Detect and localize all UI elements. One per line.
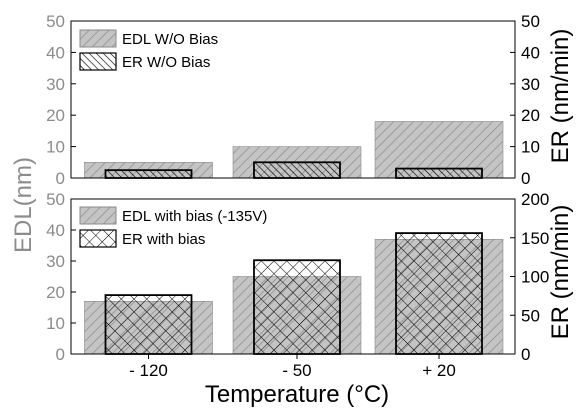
top-right-ticks: 0 10 20 30 40 50 <box>510 12 540 188</box>
bottom-right-tick-label-100: 100 <box>521 268 549 287</box>
top-right-tick-label-30: 30 <box>521 75 540 94</box>
bottom-legend: EDL with bias (-135V) ER with bias <box>79 206 267 248</box>
top-er-bars <box>104 161 483 179</box>
legend-label-er-with-bias: ER with bias <box>122 231 205 248</box>
bottom-er-bar-20 <box>395 232 483 355</box>
top-left-tick-label-10: 10 <box>46 138 65 157</box>
bottom-left-ticks: 0 10 20 30 40 50 <box>46 190 76 364</box>
bottom-left-tick-label-30: 30 <box>46 252 65 271</box>
legend-label-edl-wo-bias: EDL W/O Bias <box>122 31 218 48</box>
bottom-left-tick-label-20: 20 <box>46 283 65 302</box>
bottom-er-bar-50 <box>253 259 341 355</box>
top-plot-frame <box>70 20 516 179</box>
bottom-er-bar-120 <box>104 294 193 355</box>
bottom-er-bars <box>104 232 483 355</box>
top-er-bar-20 <box>395 167 483 179</box>
bottom-left-tick-label-10: 10 <box>46 314 65 333</box>
top-panel: 0 10 20 30 40 50 0 10 20 30 40 50 EDL W/O Bias ER … <box>46 12 540 188</box>
top-left-tick-label-0: 0 <box>56 169 65 188</box>
top-right-tick-label-20: 20 <box>521 106 540 125</box>
x-tick-label-50: - 50 <box>282 361 311 380</box>
bottom-right-ticks: 0 50 100 150 200 <box>510 190 549 364</box>
legend-swatch-edl-with-bias <box>79 206 117 225</box>
legend-swatch-er-with-bias <box>79 229 117 248</box>
bottom-right-tick-label-150: 150 <box>521 229 549 248</box>
x-tick-label-120: - 120 <box>129 361 168 380</box>
x-axis-title: Temperature (°C) <box>205 381 389 408</box>
bottom-left-tick-label-50: 50 <box>46 190 65 209</box>
bottom-right-tick-label-0: 0 <box>521 345 530 364</box>
legend-label-er-wo-bias: ER W/O Bias <box>122 54 210 71</box>
top-right-tick-label-40: 40 <box>521 43 540 62</box>
top-right-tick-label-0: 0 <box>521 169 530 188</box>
right-axis-title-upper: ER (nm/min) <box>547 29 574 164</box>
bottom-right-tick-label-50: 50 <box>521 306 540 325</box>
top-left-tick-label-50: 50 <box>46 12 65 31</box>
bottom-left-tick-label-40: 40 <box>46 221 65 240</box>
bottom-left-tick-label-0: 0 <box>56 345 65 364</box>
top-left-ticks: 0 10 20 30 40 50 <box>46 12 76 188</box>
top-right-tick-label-50: 50 <box>521 12 540 31</box>
x-tick-label-20: + 20 <box>422 361 456 380</box>
top-right-tick-label-10: 10 <box>521 138 540 157</box>
left-axis-title: EDL(nm) <box>10 157 37 253</box>
top-left-tick-label-40: 40 <box>46 43 65 62</box>
legend-swatch-edl-wo-bias <box>79 29 117 48</box>
legend-label-edl-with-bias: EDL with bias (-135V) <box>122 208 267 225</box>
right-axis-title: ER (nm/min) <box>547 205 574 340</box>
top-er-bar-50 <box>253 161 341 179</box>
bottom-right-tick-label-200: 200 <box>521 190 549 209</box>
bottom-x-ticks: - 120 - 50 + 20 <box>129 354 456 380</box>
legend-swatch-er-wo-bias <box>79 52 117 71</box>
top-left-tick-label-20: 20 <box>46 106 65 125</box>
top-legend: EDL W/O Bias ER W/O Bias <box>79 29 218 71</box>
top-left-tick-label-30: 30 <box>46 75 65 94</box>
bottom-panel: 0 10 20 30 40 50 0 50 100 150 200 - 120 - 50 + 20 E… <box>46 190 549 380</box>
top-er-bar-120 <box>104 169 193 179</box>
